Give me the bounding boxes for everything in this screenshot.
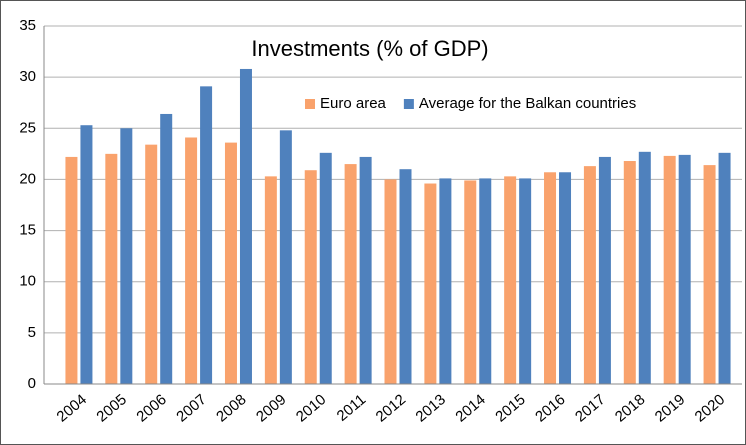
bar (718, 152, 731, 384)
legend-swatch (305, 99, 315, 109)
bar (304, 170, 317, 384)
bar (544, 172, 557, 384)
bar (399, 169, 412, 384)
bar (65, 156, 78, 384)
y-tick-label: 30 (19, 68, 36, 85)
legend-swatch (403, 99, 414, 109)
bar (583, 166, 596, 384)
bar (598, 156, 611, 384)
bar (663, 155, 676, 384)
bar (319, 152, 332, 384)
bar (344, 164, 357, 384)
bar (439, 178, 452, 384)
bar (559, 172, 572, 384)
y-tick-label: 15 (19, 222, 36, 239)
y-tick-label: 5 (28, 324, 36, 341)
bar (160, 113, 173, 385)
bar (80, 125, 93, 385)
bar (464, 180, 477, 384)
bar (384, 179, 397, 384)
bar (239, 68, 252, 385)
bar (359, 156, 372, 384)
bar (145, 144, 158, 384)
bar (638, 151, 651, 384)
y-tick-label: 20 (19, 170, 36, 187)
legend-label: Average for the Balkan countries (419, 95, 636, 112)
y-tick-label: 25 (19, 119, 36, 136)
bar (479, 178, 492, 384)
y-tick-label: 10 (19, 273, 36, 290)
bar (424, 183, 437, 384)
bar (519, 178, 532, 384)
bar (200, 86, 213, 384)
bar (120, 128, 133, 384)
bar (264, 176, 277, 384)
y-tick-label: 35 (19, 17, 36, 34)
bar (504, 176, 517, 384)
bar (185, 137, 198, 384)
bar (703, 165, 716, 384)
bar (623, 161, 636, 384)
bar (224, 142, 237, 384)
bar (105, 153, 118, 384)
bar (678, 154, 691, 384)
chart-title: Investments (% of GDP) (251, 36, 488, 61)
y-tick-label: 0 (28, 375, 36, 392)
legend-label: Euro area (320, 95, 387, 112)
bar (279, 130, 292, 384)
